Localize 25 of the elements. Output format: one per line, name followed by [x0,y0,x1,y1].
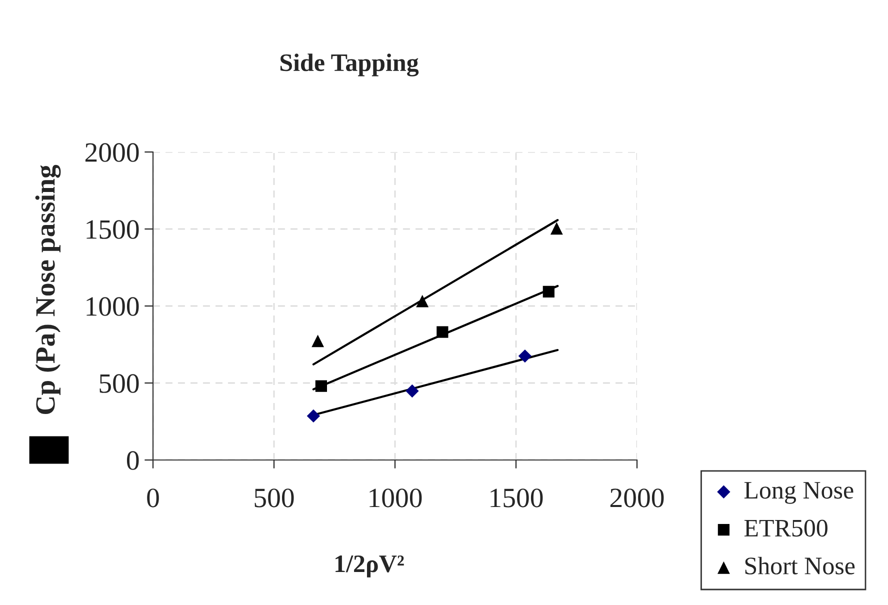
y-tick-label: 1000 [86,297,139,316]
point [306,409,320,423]
legend-label: ETR500 [744,520,828,537]
x-tick-label: 2000 [610,488,664,508]
point [542,286,554,298]
point [518,349,532,363]
x-tick-label: 0 [147,488,159,508]
y-tick-label: 0 [126,451,139,470]
y-tick-label: 1500 [86,220,139,239]
point [416,294,429,308]
legend-label: Short Nose [745,556,855,574]
point [550,222,563,235]
x-tick-label: 500 [254,488,294,508]
point [315,380,327,392]
point [436,326,448,338]
chart-title: Side Tapping [280,54,419,76]
point [312,334,324,348]
point [406,384,419,398]
y-tick-label: 2000 [85,143,139,162]
y-tick-label: 500 [100,374,139,393]
x-axis-title: 1/2ρV² [336,555,404,578]
legend-label: Long Nose [744,482,854,504]
x-tick-label: 1000 [370,488,422,508]
x-tick-label: 1500 [490,488,543,508]
y-axis-title: Cp (Pa) Nose passing [35,164,61,414]
